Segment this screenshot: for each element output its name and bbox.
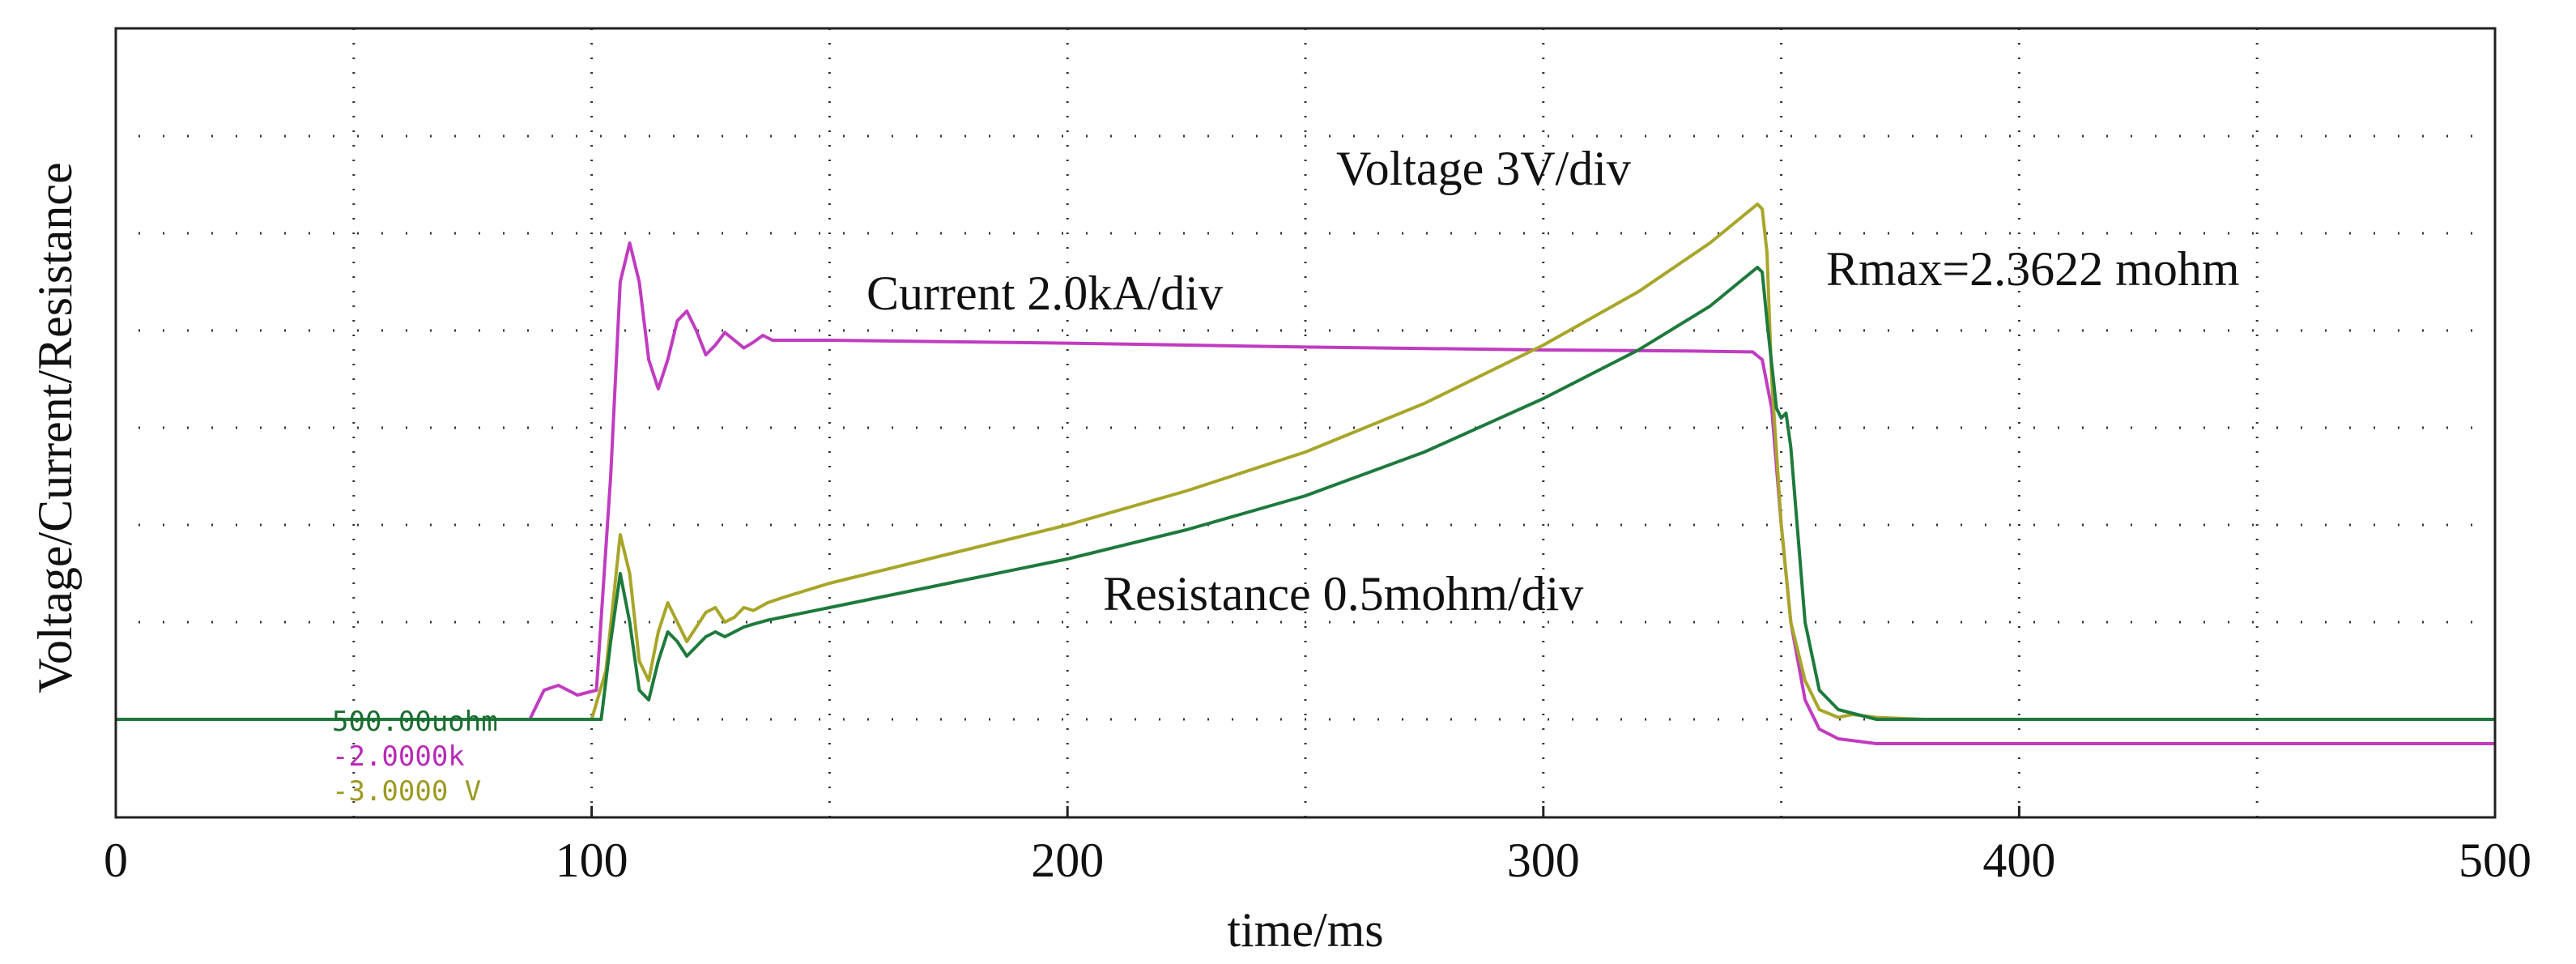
series-layer [116,203,2495,745]
annotation-current: Current 2.0kA/div [866,267,1223,320]
y-axis-label: Voltage/Current/Resistance [28,162,82,693]
x-axis-label: time/ms [1227,903,1383,957]
annotation-resistance: Resistance 0.5mohm/div [1103,567,1583,621]
x-axis: 0 100 200 300 400 500 [104,806,2531,887]
annotation-rmax: Rmax=2.3622 mohm [1826,242,2240,296]
plot-frame [114,27,2497,819]
series-voltage [116,203,2495,721]
channel-label-voltage: -3.0000 V [332,775,481,808]
x-tick-label: 100 [556,834,628,887]
grid [138,28,2487,817]
x-tick-label: 300 [1507,834,1580,887]
x-tick-label: 0 [104,834,128,887]
x-tick-label: 200 [1031,834,1104,887]
x-tick-label: 400 [1982,834,2055,887]
annotation-voltage: Voltage 3V/div [1336,142,1631,195]
channel-label-current: -2.0000k [332,740,465,773]
channel-label-resistance: 500.00uohm [332,706,498,738]
series-resistance [116,266,2495,721]
x-tick-label: 500 [2459,834,2531,887]
